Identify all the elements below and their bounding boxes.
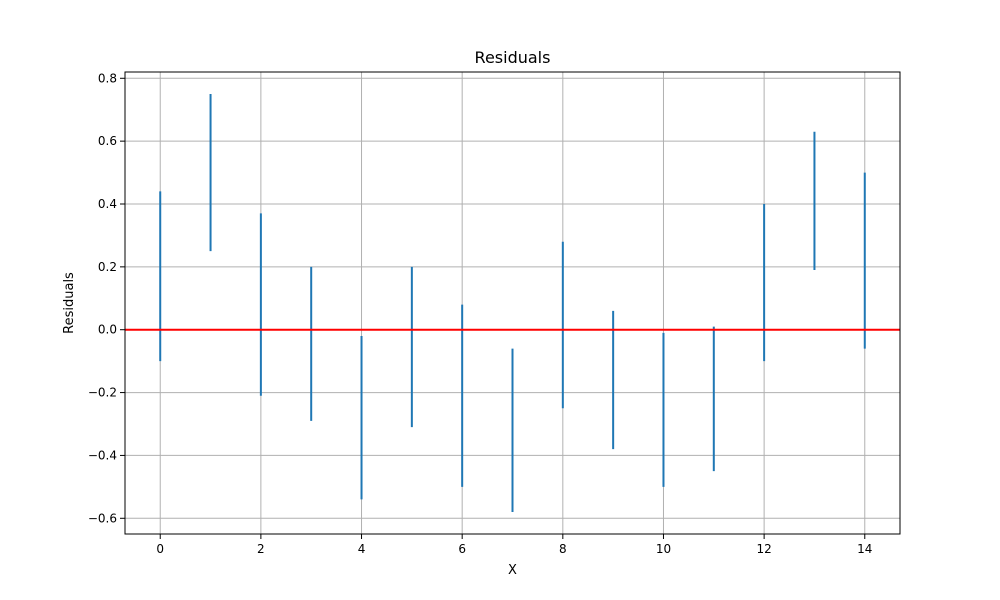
y-tick-label: 0.8: [98, 71, 117, 85]
y-tick-label: 0.0: [98, 323, 117, 337]
x-tick-label: 14: [857, 542, 872, 556]
x-tick-label: 6: [458, 542, 466, 556]
y-axis-label: Residuals: [62, 272, 77, 334]
x-tick-label: 10: [656, 542, 671, 556]
x-tick-label: 0: [156, 542, 164, 556]
plot-frame: [124, 71, 901, 535]
x-tick-label: 2: [257, 542, 265, 556]
y-tick-label: 0.4: [98, 197, 117, 211]
y-tick-label: −0.4: [88, 448, 117, 462]
x-axis-label: X: [508, 563, 517, 578]
x-tick-label: 4: [358, 542, 366, 556]
chart-title: Residuals: [475, 48, 551, 67]
x-tick-label: 8: [559, 542, 567, 556]
y-tick-label: 0.6: [98, 134, 117, 148]
y-tick-label: −0.6: [88, 511, 117, 525]
data-lines: [125, 94, 900, 512]
axis-ticks: 0 2 4 6 8 10 12 14 −0.6 −0.4 −0.2 0.0 0.2 0.4 0.6 0.8: [88, 71, 873, 556]
y-tick-label: −0.2: [88, 386, 117, 400]
x-tick-label: 12: [756, 542, 771, 556]
y-tick-label: 0.2: [98, 260, 117, 274]
